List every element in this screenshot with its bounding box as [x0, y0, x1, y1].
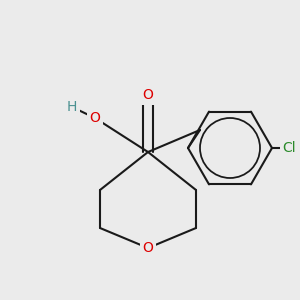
Text: H: H	[67, 100, 77, 114]
Text: Cl: Cl	[282, 141, 296, 155]
Text: O: O	[90, 111, 101, 125]
Text: O: O	[142, 88, 153, 102]
Text: O: O	[142, 241, 153, 255]
